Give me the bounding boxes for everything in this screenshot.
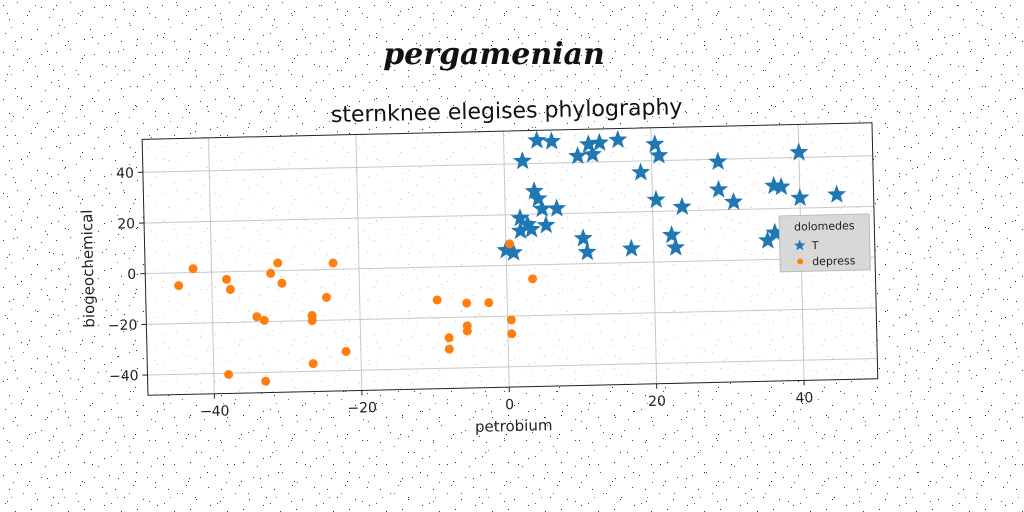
data-point-depress — [462, 298, 472, 308]
data-point-depress — [307, 316, 317, 326]
y-tick-label: −40 — [109, 368, 139, 385]
data-point-t — [573, 228, 593, 247]
x-gridline — [650, 127, 658, 384]
data-point-t — [758, 230, 778, 249]
data-point-t — [789, 142, 809, 161]
data-point-t — [631, 162, 651, 181]
data-point-t — [532, 198, 552, 218]
data-point-t — [521, 219, 541, 238]
x-tick-label: 0 — [505, 397, 514, 413]
data-point-t — [589, 132, 609, 152]
data-point-t — [608, 129, 628, 149]
x-tick-label: 20 — [648, 394, 666, 410]
y-gridline — [144, 205, 874, 224]
legend-label-depress: depress — [812, 254, 856, 268]
data-point-t — [771, 176, 791, 196]
data-point-depress — [266, 268, 276, 278]
data-point-t — [536, 215, 556, 234]
legend-marker-depress — [797, 258, 804, 265]
legend-title: dolomedes — [794, 219, 855, 233]
data-point-t — [582, 144, 602, 163]
data-point-t — [708, 179, 729, 198]
y-tick-label: −20 — [108, 318, 138, 335]
data-point-t — [547, 198, 567, 217]
x-gridline — [355, 134, 363, 391]
data-point-depress — [273, 258, 283, 268]
data-point-depress — [505, 239, 515, 249]
y-gridline — [142, 155, 873, 173]
data-point-depress — [308, 359, 318, 369]
x-axis-label: petrobium — [475, 416, 553, 436]
data-point-depress — [432, 295, 442, 305]
legend-box — [778, 213, 871, 273]
data-point-depress — [277, 278, 287, 288]
data-point-t — [510, 220, 530, 240]
data-point-depress — [444, 333, 454, 343]
data-point-depress — [221, 274, 231, 284]
data-point-depress — [188, 264, 198, 274]
data-point-t — [649, 145, 669, 164]
data-point-t — [527, 130, 547, 149]
x-tick-label: −20 — [347, 400, 377, 417]
data-point-depress — [259, 315, 269, 325]
data-point-depress — [224, 369, 234, 379]
x-tick-label: −40 — [200, 403, 230, 420]
y-tick-label: 40 — [116, 166, 134, 182]
data-point-t — [724, 191, 744, 211]
data-point-depress — [225, 284, 235, 294]
data-point-t — [662, 225, 682, 244]
data-point-depress — [328, 258, 338, 268]
data-point-depress — [444, 344, 454, 354]
y-tick-label: 20 — [117, 216, 135, 232]
data-point-depress — [341, 346, 351, 356]
data-point-t — [672, 196, 692, 216]
chart: sternknee elegises phylography −40 −20 0 20… — [78, 95, 879, 436]
data-point-depress — [506, 315, 516, 325]
data-point-t — [827, 184, 847, 203]
data-point-depress — [261, 376, 271, 386]
legend: dolomedes T depress — [778, 213, 871, 273]
plot-frame — [141, 122, 879, 396]
legend-label-t: T — [811, 239, 819, 252]
legend-marker-t — [794, 239, 806, 251]
data-point-depress — [484, 298, 494, 308]
data-point-t — [708, 151, 728, 171]
figure-suptitle: pergamenian — [383, 37, 605, 72]
legend-dot-glyph — [797, 258, 804, 265]
data-point-t — [503, 242, 523, 261]
x-gridline — [208, 137, 215, 394]
data-point-t — [621, 238, 641, 257]
data-point-t — [790, 187, 810, 207]
data-point-t — [512, 151, 532, 170]
y-axis-ticks: −40 −20 0 20 40 — [108, 166, 148, 385]
data-point-depress — [174, 281, 184, 291]
data-point-depress — [462, 326, 472, 336]
x-gridline — [502, 131, 510, 388]
data-point-t — [645, 134, 665, 153]
legend-star-glyph — [794, 239, 806, 251]
y-axis-label: biogeochemical — [78, 209, 99, 328]
data-point-t — [666, 237, 686, 256]
data-point-depress — [528, 274, 538, 284]
data-point-t — [541, 131, 562, 150]
data-point-t — [577, 242, 597, 261]
x-tick-label: 40 — [795, 390, 813, 406]
y-tick-label: 0 — [127, 267, 136, 283]
data-point-t — [646, 189, 666, 209]
x-axis-ticks: −40 −20 0 20 40 — [200, 380, 814, 420]
data-point-t — [568, 146, 588, 165]
y-gridline — [147, 357, 878, 376]
grid — [142, 124, 878, 394]
data-point-depress — [321, 292, 331, 302]
data-point-depress — [252, 312, 262, 322]
data-point-depress — [507, 329, 517, 339]
